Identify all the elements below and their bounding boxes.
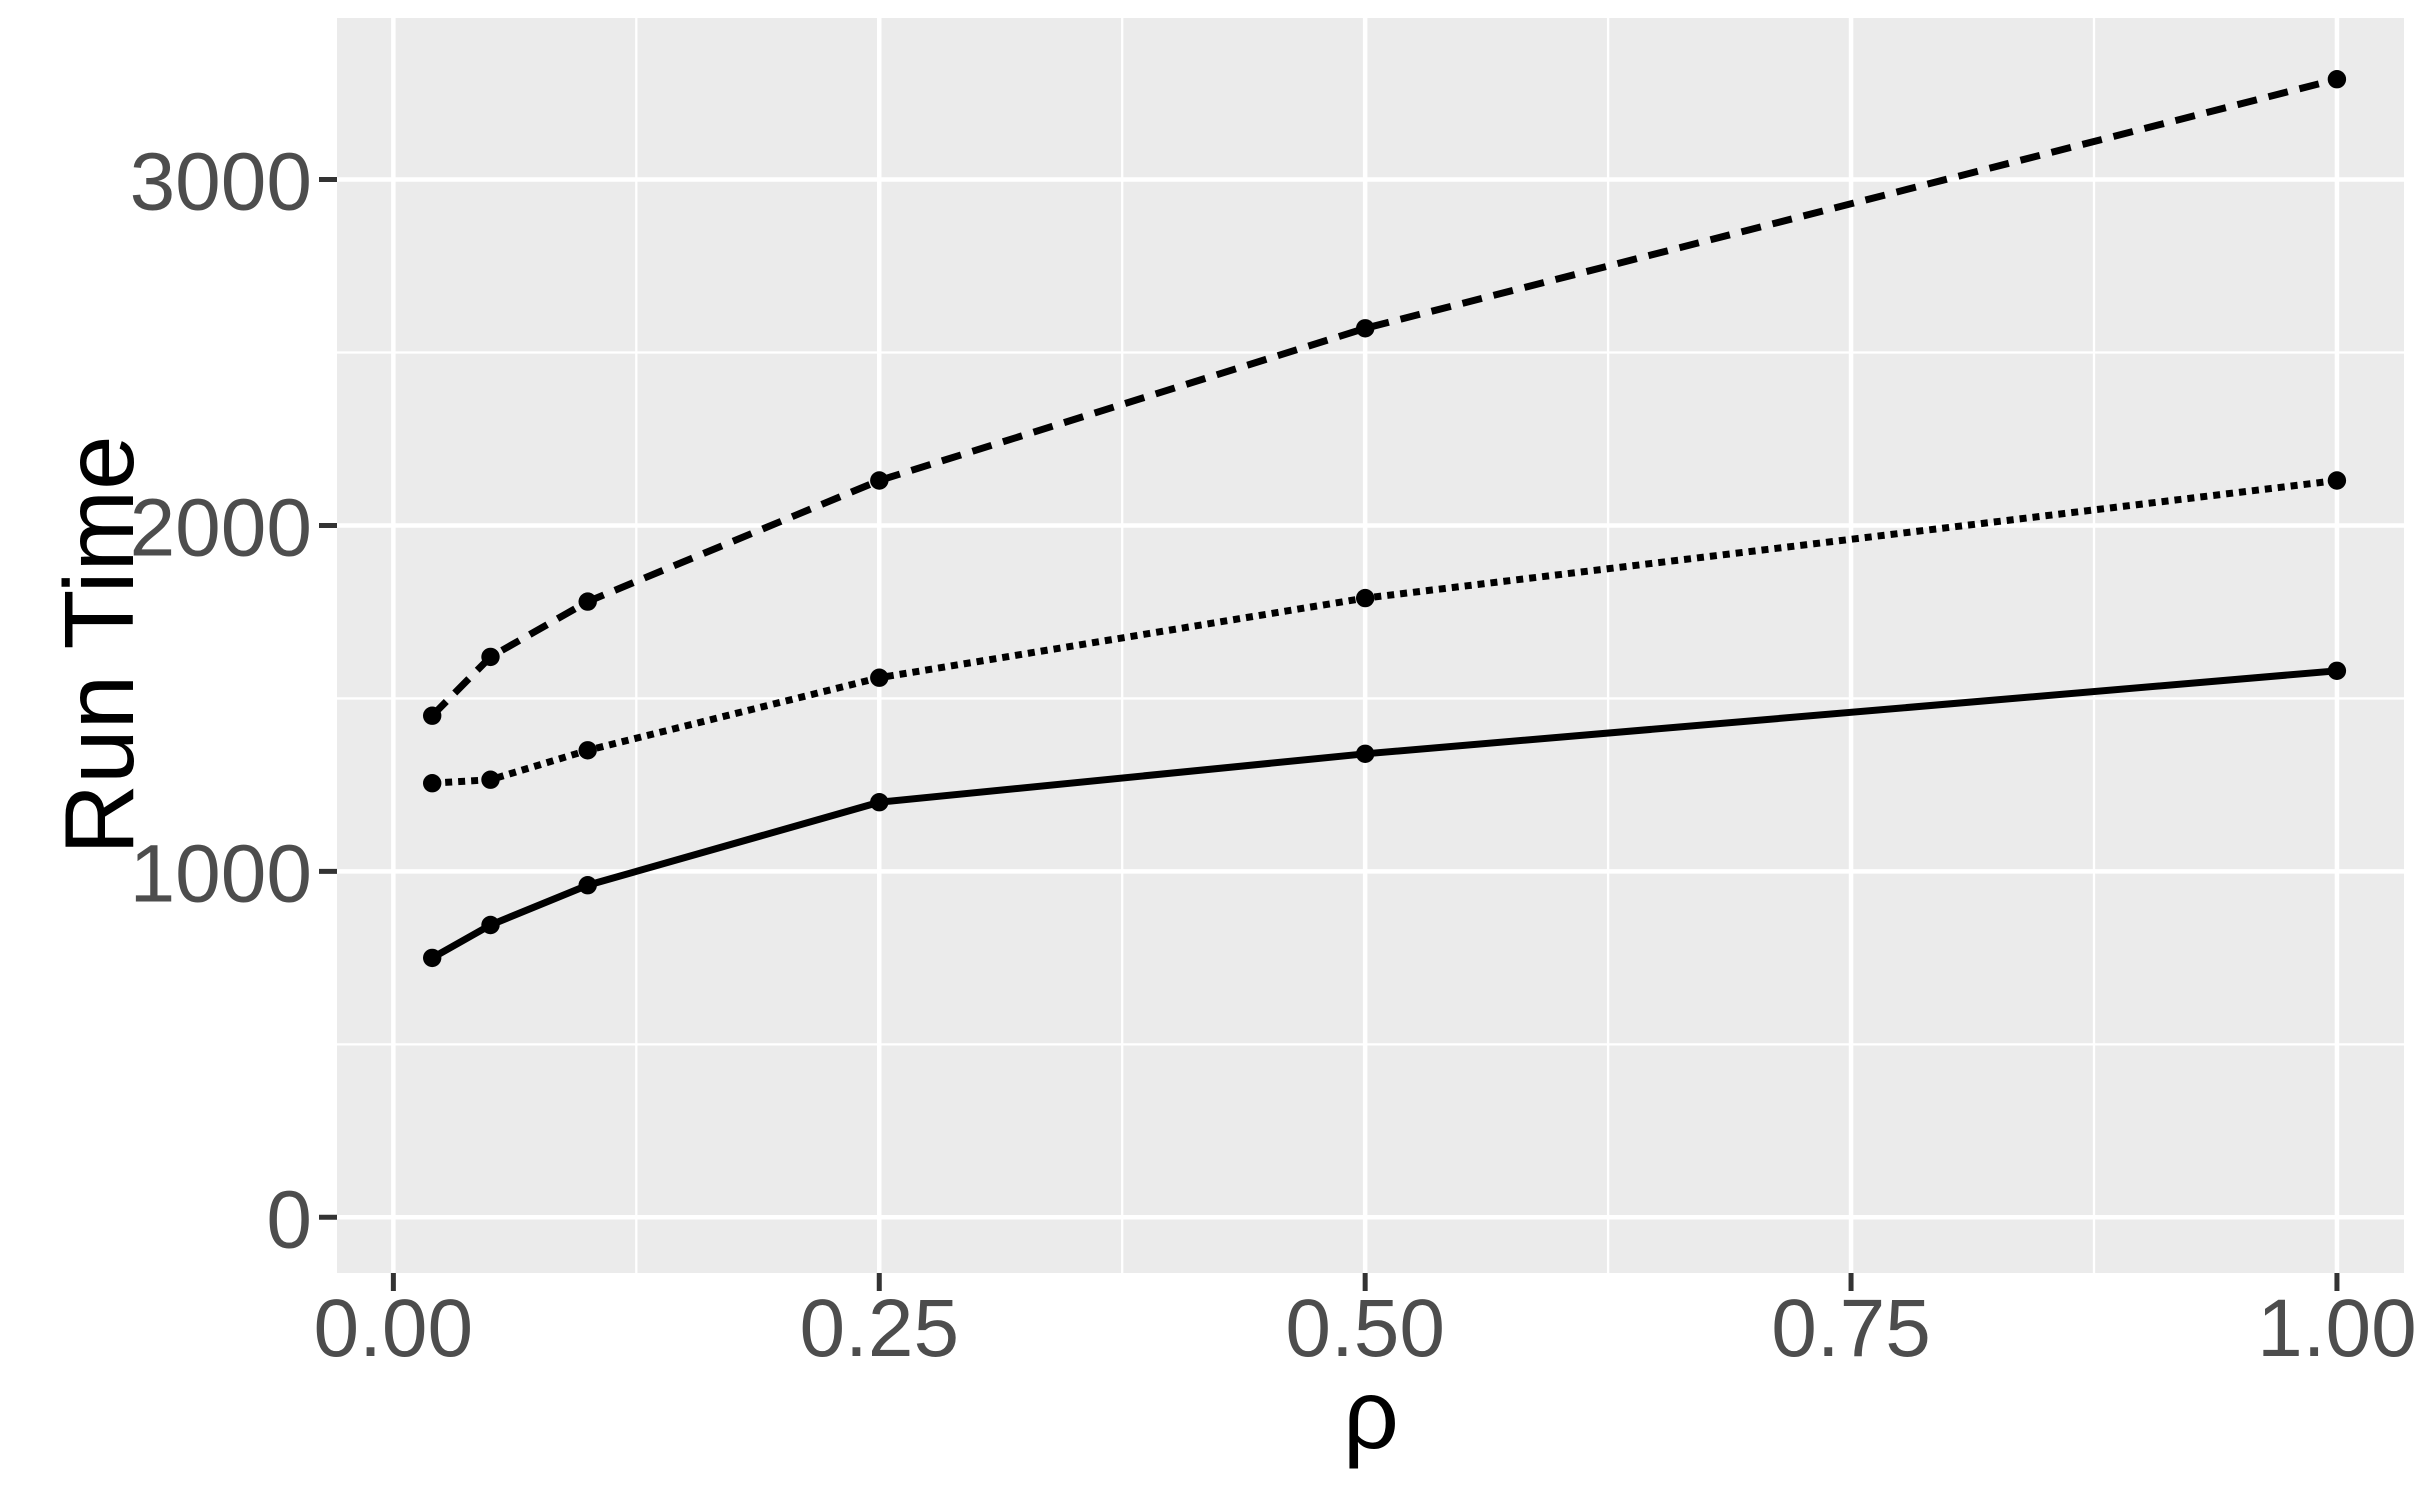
data-point-dashed <box>578 592 597 611</box>
data-point-dotted <box>870 668 889 687</box>
x-tick-label: 0.75 <box>1771 1283 1931 1374</box>
data-point-solid <box>423 948 442 968</box>
data-point-dotted <box>2327 471 2347 490</box>
data-point-dotted <box>578 741 597 760</box>
data-point-dashed <box>870 471 889 490</box>
y-tick-label: 1000 <box>130 828 312 919</box>
data-point-solid <box>1356 744 1375 763</box>
data-point-dotted <box>481 770 500 789</box>
panel-background <box>337 18 2404 1273</box>
data-point-dotted <box>423 774 442 793</box>
series-line-solid <box>430 667 2338 961</box>
y-tick-label: 0 <box>266 1174 312 1265</box>
y-tick-label: 3000 <box>130 137 312 228</box>
x-axis-title: ρ <box>1343 1359 1399 1469</box>
x-tick-label: 0.25 <box>799 1283 959 1374</box>
y-tick-label: 2000 <box>130 482 312 573</box>
x-tick-label: 0.00 <box>314 1283 474 1374</box>
data-point-dashed <box>2327 70 2347 89</box>
x-tick-label: 1.00 <box>2257 1283 2417 1374</box>
data-point-dashed <box>423 706 442 725</box>
data-point-dashed <box>1356 319 1375 338</box>
data-point-dashed <box>481 647 500 667</box>
data-point-dotted <box>1356 588 1375 608</box>
data-point-solid <box>870 793 889 812</box>
data-point-solid <box>2327 661 2347 680</box>
y-axis-title: Run Time <box>44 435 154 855</box>
series-line-dashed <box>429 75 2338 719</box>
x-tick-label: 0.50 <box>1285 1283 1445 1374</box>
data-point-solid <box>578 876 597 895</box>
data-point-solid <box>481 915 500 935</box>
